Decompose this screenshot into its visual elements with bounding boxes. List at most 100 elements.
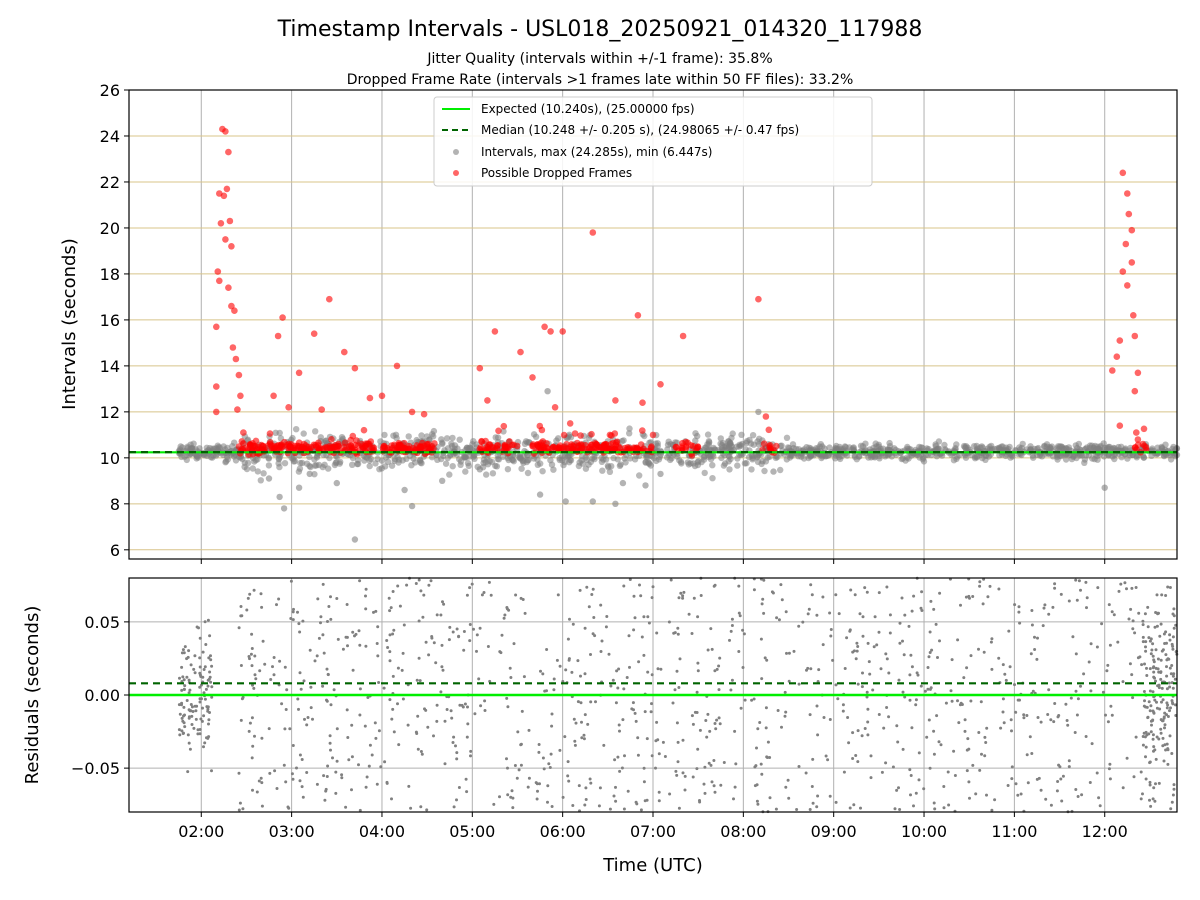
dropped-frame-point <box>246 442 254 450</box>
residual-point <box>914 791 918 795</box>
dropped-frame-point <box>672 443 680 451</box>
dropped-frame-point <box>529 374 536 381</box>
residual-point <box>291 610 295 614</box>
interval-point <box>822 452 829 459</box>
interval-point <box>381 431 388 439</box>
dropped-frame-point <box>367 438 375 445</box>
residual-point <box>178 712 182 716</box>
residual-point <box>203 741 207 745</box>
dropped-frame-point <box>331 444 338 451</box>
residual-point <box>1033 635 1036 639</box>
residual-point <box>1143 735 1147 739</box>
residual-point <box>1158 634 1162 638</box>
dropped-frame-point <box>312 441 319 449</box>
residual-point <box>739 706 743 710</box>
residual-point <box>816 794 820 798</box>
residual-point <box>558 748 562 752</box>
residual-point <box>564 668 568 672</box>
residual-point <box>203 665 207 669</box>
residual-point <box>375 642 379 645</box>
residual-point <box>920 590 924 594</box>
residual-point <box>190 714 194 718</box>
residual-point <box>696 661 700 665</box>
residual-point <box>667 620 671 624</box>
residual-point <box>1074 652 1078 656</box>
residual-point <box>968 796 971 800</box>
interval-point <box>293 426 300 433</box>
residual-point <box>248 721 252 725</box>
residual-point <box>1153 676 1156 680</box>
residual-point <box>1165 742 1169 746</box>
residual-point <box>196 728 200 732</box>
dropped-frame-point <box>318 406 326 413</box>
residual-point <box>187 741 191 745</box>
dropped-frame-point <box>1119 169 1127 177</box>
interval-point <box>393 434 400 442</box>
interval-point <box>325 465 332 472</box>
dropped-frame-point <box>214 268 222 275</box>
residual-point <box>241 807 245 811</box>
residual-point <box>784 785 788 789</box>
residual-point <box>468 586 472 590</box>
residual-point <box>639 594 643 598</box>
legend-expected-label: Expected (10.240s), (25.00000 fps) <box>481 102 695 116</box>
residual-point <box>462 648 466 652</box>
residual-point <box>752 588 756 592</box>
residual-point <box>388 650 392 654</box>
residual-point <box>780 598 784 602</box>
residual-point <box>625 676 629 679</box>
residual-point <box>566 637 570 641</box>
residual-point <box>545 648 549 651</box>
residual-point <box>309 685 313 689</box>
dropped-frame-point <box>760 440 768 448</box>
residual-point <box>1051 605 1055 609</box>
residual-point <box>771 591 775 595</box>
residual-point <box>1151 719 1154 723</box>
residual-point <box>969 654 973 658</box>
residual-point <box>868 672 872 676</box>
residual-point <box>350 723 354 727</box>
interval-point <box>456 456 463 463</box>
residual-point <box>1084 580 1088 584</box>
interval-point <box>280 505 288 512</box>
residual-point <box>1166 585 1170 589</box>
residual-point <box>1150 648 1154 652</box>
residual-point <box>440 643 444 647</box>
interval-point <box>684 459 692 466</box>
residual-point <box>198 665 202 669</box>
interval-point <box>1101 484 1108 491</box>
residual-point <box>526 785 530 789</box>
residual-point <box>1090 742 1094 746</box>
residual-point <box>329 748 332 752</box>
residual-point <box>206 678 210 682</box>
residual-point <box>1141 635 1145 639</box>
residual-point <box>834 593 838 597</box>
dropped-frame-point <box>1109 367 1116 374</box>
residual-point <box>488 679 492 683</box>
residual-point <box>1134 735 1138 739</box>
residual-point <box>927 655 931 659</box>
residual-point <box>1121 786 1125 790</box>
residual-point <box>622 687 626 691</box>
interval-point <box>704 431 712 438</box>
residual-point <box>1016 793 1020 797</box>
dropped-frame-point <box>225 148 232 156</box>
interval-point <box>657 470 664 478</box>
residual-point <box>715 667 719 671</box>
residual-point <box>210 769 213 773</box>
interval-point <box>550 466 557 473</box>
residual-point <box>568 617 571 621</box>
dropped-frame-point <box>285 404 292 411</box>
residual-point <box>622 584 626 588</box>
residual-point <box>1172 783 1176 787</box>
residual-point <box>828 611 832 615</box>
residual-point <box>455 751 459 755</box>
interval-point <box>176 446 184 453</box>
interval-point <box>464 459 472 467</box>
residual-point <box>614 701 618 705</box>
residual-point <box>402 623 406 627</box>
dropped-frame-point <box>682 443 690 450</box>
residual-point <box>888 613 892 617</box>
residual-point <box>639 808 643 812</box>
residual-point <box>607 652 611 656</box>
